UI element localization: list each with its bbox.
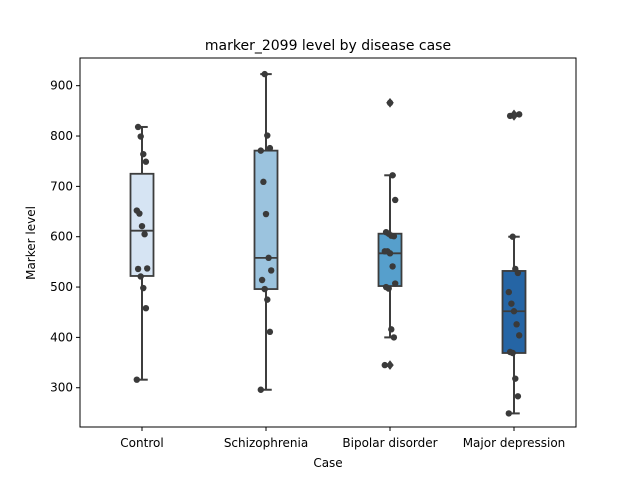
data-point: [258, 276, 266, 284]
y-tick-label: 900: [50, 79, 73, 93]
data-point: [257, 147, 264, 154]
box-bipolar-disorder: [377, 232, 403, 287]
data-point: [381, 361, 388, 369]
data-point: [509, 233, 516, 240]
chart-title: marker_2099 level by disease case: [205, 38, 451, 54]
data-point: [512, 375, 519, 382]
data-point: [512, 265, 519, 273]
data-point: [133, 376, 140, 383]
data-point: [388, 326, 395, 333]
axes-frame: [79, 57, 577, 428]
data-point: [389, 172, 396, 179]
data-point: [264, 296, 271, 303]
data-point: [382, 228, 390, 236]
y-tick-label: 700: [50, 179, 73, 193]
data-point: [266, 144, 274, 152]
data-point: [133, 207, 140, 214]
data-point: [386, 99, 394, 107]
data-point: [265, 254, 272, 262]
y-tick-label: 400: [50, 330, 73, 344]
y-tick-label: 500: [50, 280, 73, 294]
data-point: [268, 267, 275, 274]
data-point: [137, 273, 144, 280]
data-point: [390, 334, 398, 341]
y-tick-label: 300: [50, 381, 73, 395]
data-point: [261, 285, 268, 293]
data-point: [505, 410, 512, 417]
data-point: [381, 248, 388, 255]
data-point: [134, 123, 142, 131]
data-point: [134, 265, 142, 273]
data-point: [140, 150, 147, 158]
outlier-marker: [386, 360, 394, 371]
y-axis-label: Marker level: [24, 206, 38, 280]
data-point: [516, 111, 523, 118]
y-tick-label: 800: [50, 129, 73, 143]
data-point: [392, 196, 399, 204]
x-tick-label: Major depression: [463, 436, 566, 450]
data-point: [513, 321, 520, 328]
data-point: [137, 133, 144, 140]
data-point: [142, 158, 150, 165]
data-point: [260, 178, 267, 186]
data-point: [261, 70, 268, 78]
x-axis-label: Case: [313, 456, 342, 470]
data-point: [262, 210, 270, 218]
x-tick-label: Bipolar disorder: [342, 436, 437, 450]
x-tick-label: Control: [120, 436, 163, 450]
data-point: [382, 283, 390, 291]
data-point: [140, 284, 147, 292]
data-point: [264, 132, 271, 139]
data-point: [392, 280, 399, 287]
plot-area: 300 400 500 600 700 800 900 Control Schizophreni…: [50, 57, 577, 450]
data-point: [514, 393, 522, 400]
x-tick-label: Schizophrenia: [224, 436, 308, 450]
data-point: [516, 332, 523, 339]
data-point: [142, 304, 150, 312]
data-point: [257, 386, 264, 393]
data-point: [266, 328, 274, 336]
box-schizophrenia: [253, 149, 279, 290]
data-point: [144, 265, 151, 272]
y-tick-label: 600: [50, 230, 73, 244]
data-point: [510, 308, 518, 315]
data-point: [505, 288, 512, 296]
data-point: [138, 222, 146, 230]
data-point: [506, 112, 514, 120]
data-point: [389, 263, 396, 270]
outlier-marker: [510, 109, 518, 120]
data-point: [506, 348, 514, 356]
data-point: [141, 230, 148, 238]
data-point: [508, 300, 515, 307]
